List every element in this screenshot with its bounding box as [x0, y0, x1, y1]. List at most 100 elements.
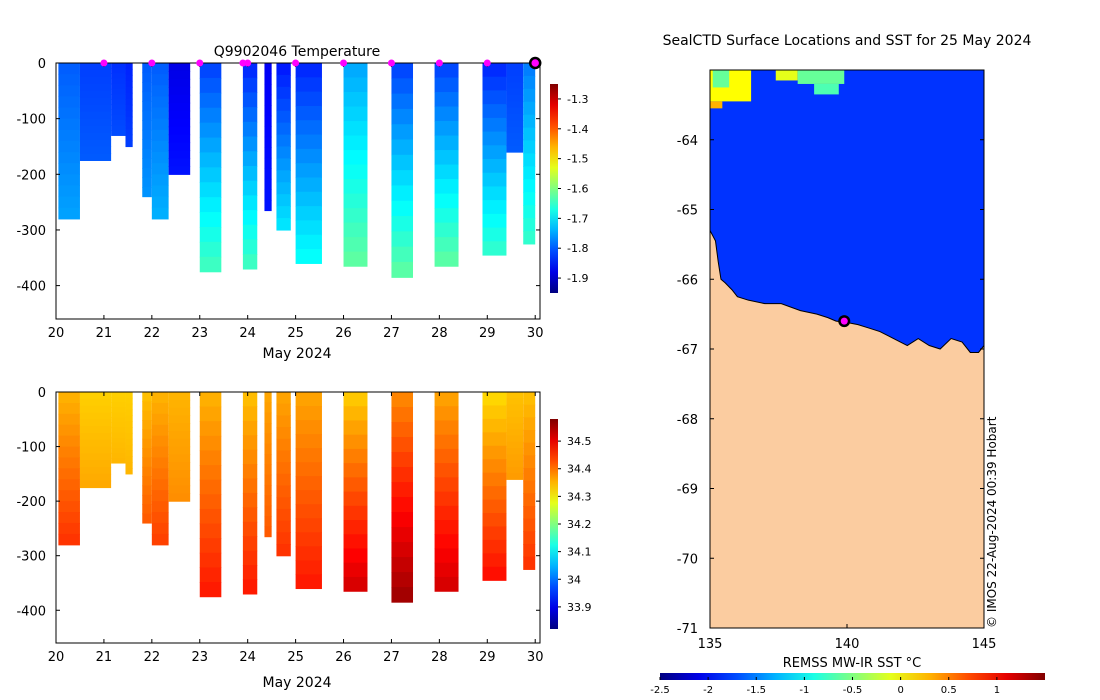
salinity-profile-cell: [151, 468, 169, 480]
temperature-profile-cell: [125, 63, 133, 70]
salinity-profile-cell: [199, 567, 222, 583]
salinity-profile-cell: [125, 438, 133, 446]
temperature-profile-cell: [242, 224, 258, 241]
x-tick-label: 27: [383, 326, 400, 341]
salinity-profile-cell: [151, 533, 169, 546]
x-tick-label: 22: [144, 650, 161, 665]
temperature-profile-cell: [142, 63, 152, 74]
salinity-profile-cell: [58, 468, 80, 480]
temperature-profile-cell: [506, 139, 524, 147]
salinity-profile-cell: [151, 402, 169, 415]
temperature-profile-cell: [391, 139, 414, 156]
salinity-profile-cell: [264, 443, 272, 455]
salinity-profile-cell: [168, 454, 191, 463]
salinity-profile-cell: [79, 446, 112, 454]
warm-sst-patches: [710, 70, 845, 109]
temperature-profile-cell: [434, 63, 459, 79]
salinity-profile: [125, 392, 133, 475]
temperature-profile-cell: [391, 93, 414, 110]
x-tick-label: 24: [239, 650, 256, 665]
salinity-profile-cell: [168, 415, 191, 424]
salinity-profile-cell: [125, 462, 133, 469]
salinity-profile-cell: [58, 512, 80, 524]
salinity-profile-cell: [168, 392, 191, 401]
salinity-profile-cell: [242, 521, 258, 537]
colorbar-tick-label: 34.1: [567, 546, 592, 559]
salinity-profile-cell: [391, 437, 414, 453]
salinity-profile-cell: [482, 526, 507, 541]
temperature-profile-cell: [264, 73, 272, 85]
temperature-profile-cell: [391, 231, 414, 248]
temperature-profile: [125, 63, 133, 148]
salinity-profile-cell: [276, 497, 291, 510]
salinity-profile-cell: [434, 434, 459, 450]
temperature-profile-cell: [343, 63, 368, 79]
temperature-profile-cell: [264, 105, 272, 117]
salinity-profile-cell: [276, 438, 291, 452]
temperature-profile-cell: [58, 74, 80, 86]
imos-credit: © IMOS 22-Aug-2024 00:39 Hobart: [985, 416, 999, 628]
salinity-profile-cell: [295, 504, 322, 519]
sst-colorbar-label: REMSS MW-IR SST °C: [783, 656, 922, 671]
temperature-profile-cell: [506, 88, 524, 96]
temperature-profile-cell: [151, 207, 169, 220]
salinity-profile-cell: [295, 462, 322, 477]
temperature-profile-cell: [523, 179, 536, 193]
salinity-profile-cell: [58, 501, 80, 513]
temperature-profile-cell: [276, 134, 291, 148]
salinity-profile-cell: [151, 522, 169, 535]
salinity-profile-cell: [168, 469, 191, 479]
temperature-profile-cell: [343, 121, 368, 137]
temperature-profile-cell: [151, 85, 169, 97]
temperature-profile-cell: [151, 152, 169, 164]
salinity-profile-cell: [276, 508, 291, 522]
salinity-profile-cell: [199, 552, 222, 568]
temperature-profile-cell: [142, 129, 152, 140]
temperature-profile-cell: [434, 106, 459, 122]
temperature-profile-cell: [111, 114, 126, 121]
temperature-profile-cell: [142, 82, 152, 93]
salinity-profile-cell: [79, 426, 112, 434]
salinity-profile-cell: [58, 392, 80, 404]
temperature-profile-cell: [168, 78, 191, 88]
map-y-tick-label: -67: [677, 343, 698, 358]
colorbar-tick-label: -1.4: [567, 123, 588, 136]
y-tick-label: -100: [16, 113, 46, 128]
temperature-profile-cell: [264, 147, 272, 159]
salinity-profile-cell: [111, 407, 126, 413]
salinity-profile-cell: [199, 523, 222, 539]
x-tick-label: 26: [335, 650, 352, 665]
temperature-profile-cell: [343, 106, 368, 122]
salinity-profile-cell: [264, 484, 272, 496]
salinity-profile-cell: [523, 544, 536, 558]
temperature-profile-cell: [434, 208, 459, 224]
temperature-profile-cell: [199, 167, 222, 183]
temperature-profile-cell: [79, 139, 112, 148]
seal-location-dot: [840, 317, 848, 325]
colorbar-tick-label: -1.3: [567, 93, 588, 106]
salinity-profile-cell: [343, 420, 368, 436]
salinity-profile-cell: [391, 452, 414, 468]
temperature-profile-cell: [434, 150, 459, 166]
temperature-profile-cell: [482, 90, 507, 105]
salinity-colorbar-ticks: 34.5 34.4 34.3 34.2 34.1 34 33.9: [558, 435, 592, 614]
salinity-profile-cell: [482, 539, 507, 554]
temperature-profile-cell: [523, 88, 536, 103]
salinity-profile-cell: [482, 499, 507, 514]
salinity-profile-cell: [523, 417, 536, 431]
salinity-profile-cell: [125, 456, 133, 463]
salinity-profile-cell: [111, 412, 126, 418]
salinity-profile-cell: [79, 392, 112, 400]
temperature-profile-cell: [142, 101, 152, 112]
y-tick-label: -300: [16, 550, 46, 565]
colorbar-tick-label: 34.3: [567, 490, 592, 503]
temperature-profile-cell: [242, 195, 258, 211]
temperature-profile-cell: [276, 86, 291, 100]
temperature-profile: [168, 63, 191, 175]
temperature-profile-cell: [142, 139, 152, 150]
temperature-profile-cell: [434, 251, 459, 267]
salinity-profile-cell: [242, 565, 258, 581]
temperature-profile-cell: [343, 92, 368, 108]
temperature-profile-cell: [199, 122, 222, 139]
salinity-y-axis: 0 -100 -200 -300 -400: [16, 386, 540, 619]
